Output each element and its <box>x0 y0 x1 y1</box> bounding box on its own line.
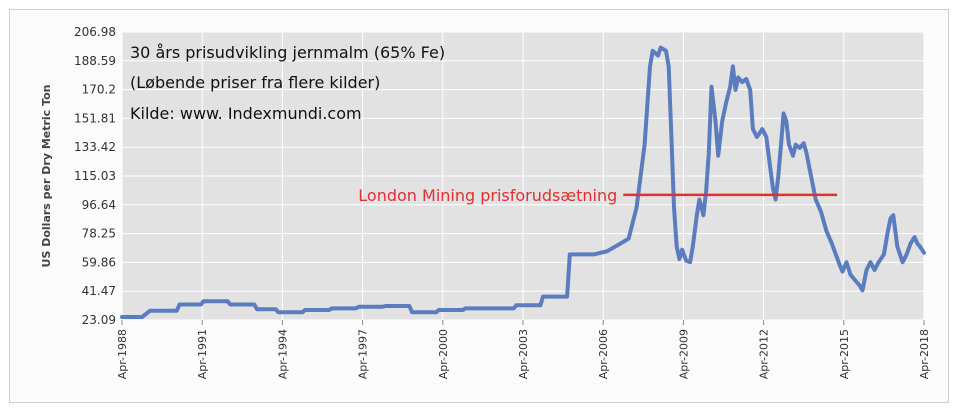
y-tick-label: 115.03 <box>74 169 116 183</box>
y-tick-label: 151.81 <box>74 111 116 125</box>
y-axis: 23.09 41.47 59.86 78.25 96.64 115.03 133.42 151… <box>74 25 116 327</box>
x-tick-label: Apr-1994 <box>276 329 289 379</box>
y-tick-label: 188.59 <box>74 54 116 68</box>
y-tick-label: 96.64 <box>82 198 116 212</box>
x-tick-label: Apr-2006 <box>597 329 610 379</box>
x-tick-label: Apr-2012 <box>758 329 771 379</box>
y-tick-label: 23.09 <box>82 313 116 327</box>
title-line-3: Kilde: www. Indexmundi.com <box>130 104 362 123</box>
x-tick-label: Apr-2003 <box>517 329 530 379</box>
y-tick-label: 59.86 <box>82 255 116 269</box>
series-group <box>120 45 926 319</box>
y-tick-label: 78.25 <box>82 227 116 241</box>
x-tick-label: Apr-2000 <box>437 329 450 379</box>
price-series-line <box>120 45 926 319</box>
title-line-2: (Løbende priser fra flere kilder) <box>130 73 380 92</box>
x-tick-label: Apr-2018 <box>918 329 931 379</box>
x-axis: Apr-1988 Apr-1991 Apr-1994 Apr-1997 Apr-2000… <box>116 320 931 379</box>
title-line-1: 30 års prisudvikling jernmalm (65% Fe) <box>130 43 445 62</box>
grid-lines <box>121 31 925 321</box>
x-tick-label: Apr-1988 <box>116 329 129 379</box>
title-block: 30 års prisudvikling jernmalm (65% Fe) (… <box>130 43 445 123</box>
x-tick-label: Apr-2009 <box>677 329 690 379</box>
x-tick-label: Apr-1991 <box>196 329 209 379</box>
y-tick-label: 133.42 <box>74 140 116 154</box>
y-tick-label: 170.2 <box>82 83 116 97</box>
x-tick-label: Apr-2015 <box>838 329 851 379</box>
y-tick-label: 206.98 <box>74 25 116 39</box>
y-axis-label: US Dollars per Dry Metric Ton <box>40 85 53 268</box>
x-tick-label: Apr-1997 <box>357 329 370 379</box>
reference-line-group: London Mining prisforudsætning <box>358 186 838 205</box>
y-tick-label: 41.47 <box>82 284 116 298</box>
reference-line-label: London Mining prisforudsætning <box>358 186 617 205</box>
